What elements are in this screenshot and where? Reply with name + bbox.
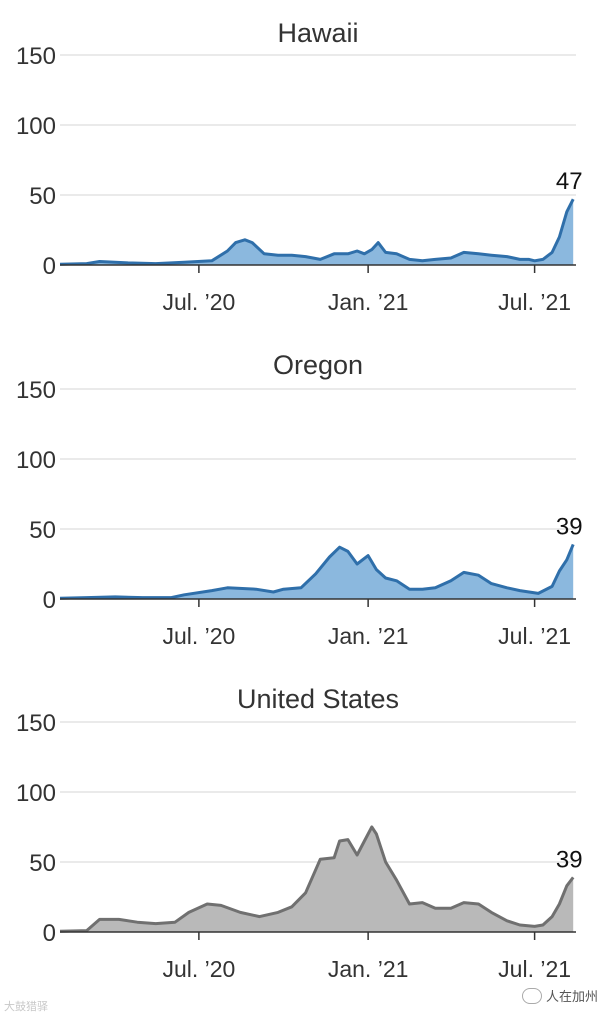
watermark-left: 大鼓猎驿 [4, 1000, 48, 1013]
y-tick-label: 50 [29, 850, 56, 877]
series-line [59, 825, 575, 933]
y-tick-label: 150 [16, 377, 56, 404]
end-value-label: 39 [556, 513, 583, 540]
y-tick-label: 150 [16, 710, 56, 737]
series-area [60, 827, 574, 932]
y-tick-label: 50 [29, 183, 56, 210]
y-tick-label: 0 [43, 253, 56, 280]
x-tick-label: Jul. ’20 [162, 289, 235, 315]
y-tick-label: 50 [29, 517, 56, 544]
x-tick-label: Jan. ’21 [328, 289, 409, 315]
series-line [59, 198, 575, 266]
x-tick-label: Jul. ’21 [498, 623, 571, 649]
chat-bubble-icon [521, 987, 542, 1004]
x-tick-label: Jan. ’21 [328, 956, 409, 982]
watermark-right-label: 人在加州 [545, 990, 598, 1005]
end-value-label: 47 [556, 168, 583, 195]
end-value-label: 39 [556, 846, 583, 873]
y-tick-label: 0 [43, 587, 56, 614]
y-tick-label: 150 [16, 43, 56, 70]
series-line [59, 543, 575, 600]
chart-title: Hawaii [277, 18, 358, 48]
chart-title: Oregon [273, 350, 363, 380]
chart-title: United States [237, 684, 399, 714]
x-tick-label: Jul. ’20 [162, 956, 235, 982]
x-tick-label: Jul. ’20 [162, 623, 235, 649]
watermark-right: 人在加州 [521, 986, 598, 1005]
y-tick-label: 0 [43, 920, 56, 947]
series-area [60, 544, 574, 599]
x-tick-label: Jul. ’21 [498, 956, 571, 982]
x-tick-label: Jan. ’21 [328, 623, 409, 649]
y-tick-label: 100 [16, 780, 56, 807]
y-tick-label: 100 [16, 113, 56, 140]
x-tick-label: Jul. ’21 [498, 289, 571, 315]
y-tick-label: 100 [16, 447, 56, 474]
